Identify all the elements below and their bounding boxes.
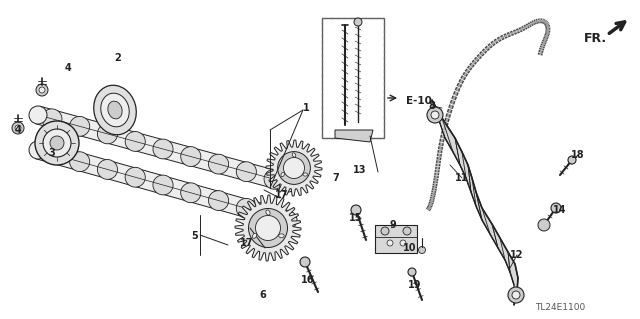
Circle shape [35,121,79,165]
Text: 2: 2 [115,53,122,63]
Text: 10: 10 [403,243,417,253]
Circle shape [351,205,361,215]
Text: 7: 7 [333,173,339,183]
Ellipse shape [180,183,201,203]
Ellipse shape [281,172,285,177]
Polygon shape [36,141,291,229]
Ellipse shape [266,210,270,215]
Circle shape [387,240,393,246]
Ellipse shape [264,169,284,189]
Circle shape [29,141,47,159]
Ellipse shape [264,206,284,226]
Text: 17: 17 [275,190,289,200]
Text: 4: 4 [65,63,72,73]
Circle shape [29,106,47,124]
Text: 13: 13 [353,165,367,175]
Ellipse shape [209,154,228,174]
Text: 5: 5 [191,231,198,241]
Ellipse shape [236,162,257,182]
Circle shape [279,211,297,229]
Ellipse shape [70,116,90,136]
Text: 12: 12 [510,250,524,260]
Text: 9: 9 [390,220,396,230]
Circle shape [551,203,561,213]
Text: TL24E1100: TL24E1100 [535,303,585,313]
Circle shape [538,219,550,231]
Ellipse shape [125,131,145,151]
Circle shape [400,240,406,246]
Text: 3: 3 [49,148,56,158]
Text: 4: 4 [15,125,21,135]
Circle shape [427,107,443,123]
Bar [322,18,384,138]
Text: E-10: E-10 [406,96,432,106]
Polygon shape [235,195,301,261]
Ellipse shape [125,167,145,187]
Polygon shape [335,130,373,142]
Circle shape [279,174,297,192]
Ellipse shape [97,160,118,179]
Text: 8: 8 [429,101,435,111]
Text: 6: 6 [260,290,266,300]
Text: 18: 18 [571,150,585,160]
Polygon shape [36,106,291,192]
Circle shape [12,122,24,134]
Polygon shape [432,100,518,305]
Circle shape [403,227,411,235]
Circle shape [284,158,305,179]
Ellipse shape [278,234,284,238]
Circle shape [381,227,389,235]
Ellipse shape [209,191,228,211]
Circle shape [508,287,524,303]
Ellipse shape [42,109,62,129]
Circle shape [39,87,45,93]
Circle shape [278,152,310,184]
Ellipse shape [42,144,62,164]
Ellipse shape [97,124,118,144]
Text: FR.: FR. [584,32,607,44]
Circle shape [431,111,439,119]
Ellipse shape [153,139,173,159]
Ellipse shape [108,101,122,119]
Ellipse shape [236,198,257,218]
Text: 14: 14 [553,205,567,215]
Circle shape [248,209,287,248]
Ellipse shape [180,147,201,167]
Ellipse shape [93,85,136,135]
Text: 1: 1 [303,103,309,113]
Text: 17: 17 [240,238,253,248]
Circle shape [419,247,426,254]
Circle shape [408,268,416,276]
Circle shape [354,18,362,26]
Bar [322,18,384,138]
Text: 11: 11 [455,173,468,183]
Circle shape [255,216,280,241]
Circle shape [43,129,71,157]
Text: 19: 19 [408,280,422,290]
Circle shape [36,84,48,96]
Circle shape [15,125,21,131]
Ellipse shape [292,153,296,157]
Circle shape [512,291,520,299]
Polygon shape [266,140,322,196]
Ellipse shape [100,93,129,127]
Ellipse shape [153,175,173,195]
Circle shape [568,156,576,164]
Ellipse shape [70,152,90,172]
Text: 15: 15 [349,213,363,223]
Circle shape [300,257,310,267]
Ellipse shape [303,173,308,176]
Ellipse shape [252,233,257,238]
Circle shape [50,136,64,150]
Bar [375,225,417,253]
Text: 16: 16 [301,275,315,285]
